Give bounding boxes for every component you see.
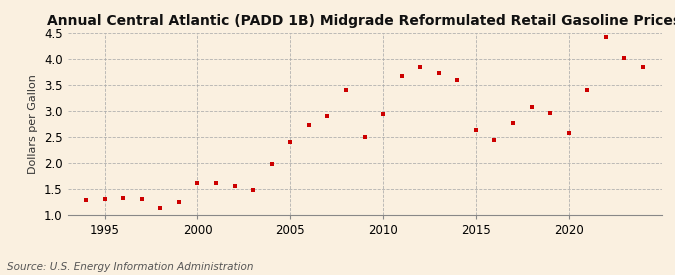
Point bbox=[99, 197, 110, 201]
Point bbox=[563, 130, 574, 135]
Point bbox=[470, 128, 481, 132]
Point bbox=[526, 105, 537, 109]
Point bbox=[248, 188, 259, 192]
Point bbox=[582, 88, 593, 92]
Point bbox=[378, 112, 389, 117]
Point bbox=[117, 196, 128, 200]
Point bbox=[489, 138, 500, 142]
Point bbox=[601, 35, 612, 39]
Point bbox=[266, 161, 277, 166]
Point bbox=[322, 114, 333, 118]
Point bbox=[414, 65, 425, 69]
Point bbox=[545, 111, 556, 116]
Point bbox=[637, 65, 648, 69]
Point bbox=[136, 197, 147, 201]
Point bbox=[173, 200, 184, 204]
Point bbox=[155, 205, 166, 210]
Point bbox=[508, 121, 518, 125]
Point bbox=[452, 78, 463, 82]
Point bbox=[359, 135, 370, 139]
Point bbox=[340, 88, 351, 92]
Point bbox=[396, 74, 407, 78]
Text: Source: U.S. Energy Information Administration: Source: U.S. Energy Information Administ… bbox=[7, 262, 253, 272]
Point bbox=[211, 181, 221, 186]
Title: Annual Central Atlantic (PADD 1B) Midgrade Reformulated Retail Gasoline Prices: Annual Central Atlantic (PADD 1B) Midgra… bbox=[47, 14, 675, 28]
Point bbox=[433, 71, 444, 75]
Y-axis label: Dollars per Gallon: Dollars per Gallon bbox=[28, 74, 38, 174]
Point bbox=[229, 184, 240, 188]
Point bbox=[619, 56, 630, 60]
Point bbox=[81, 198, 92, 203]
Point bbox=[285, 140, 296, 144]
Point bbox=[192, 181, 202, 185]
Point bbox=[303, 123, 314, 127]
